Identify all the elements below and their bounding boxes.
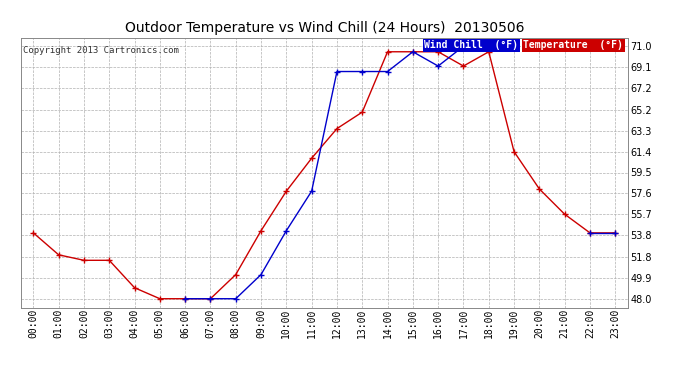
Title: Outdoor Temperature vs Wind Chill (24 Hours)  20130506: Outdoor Temperature vs Wind Chill (24 Ho… [125,21,524,35]
Text: Copyright 2013 Cartronics.com: Copyright 2013 Cartronics.com [23,46,179,55]
Text: Temperature  (°F): Temperature (°F) [524,40,623,50]
Text: Wind Chill  (°F): Wind Chill (°F) [424,40,518,50]
